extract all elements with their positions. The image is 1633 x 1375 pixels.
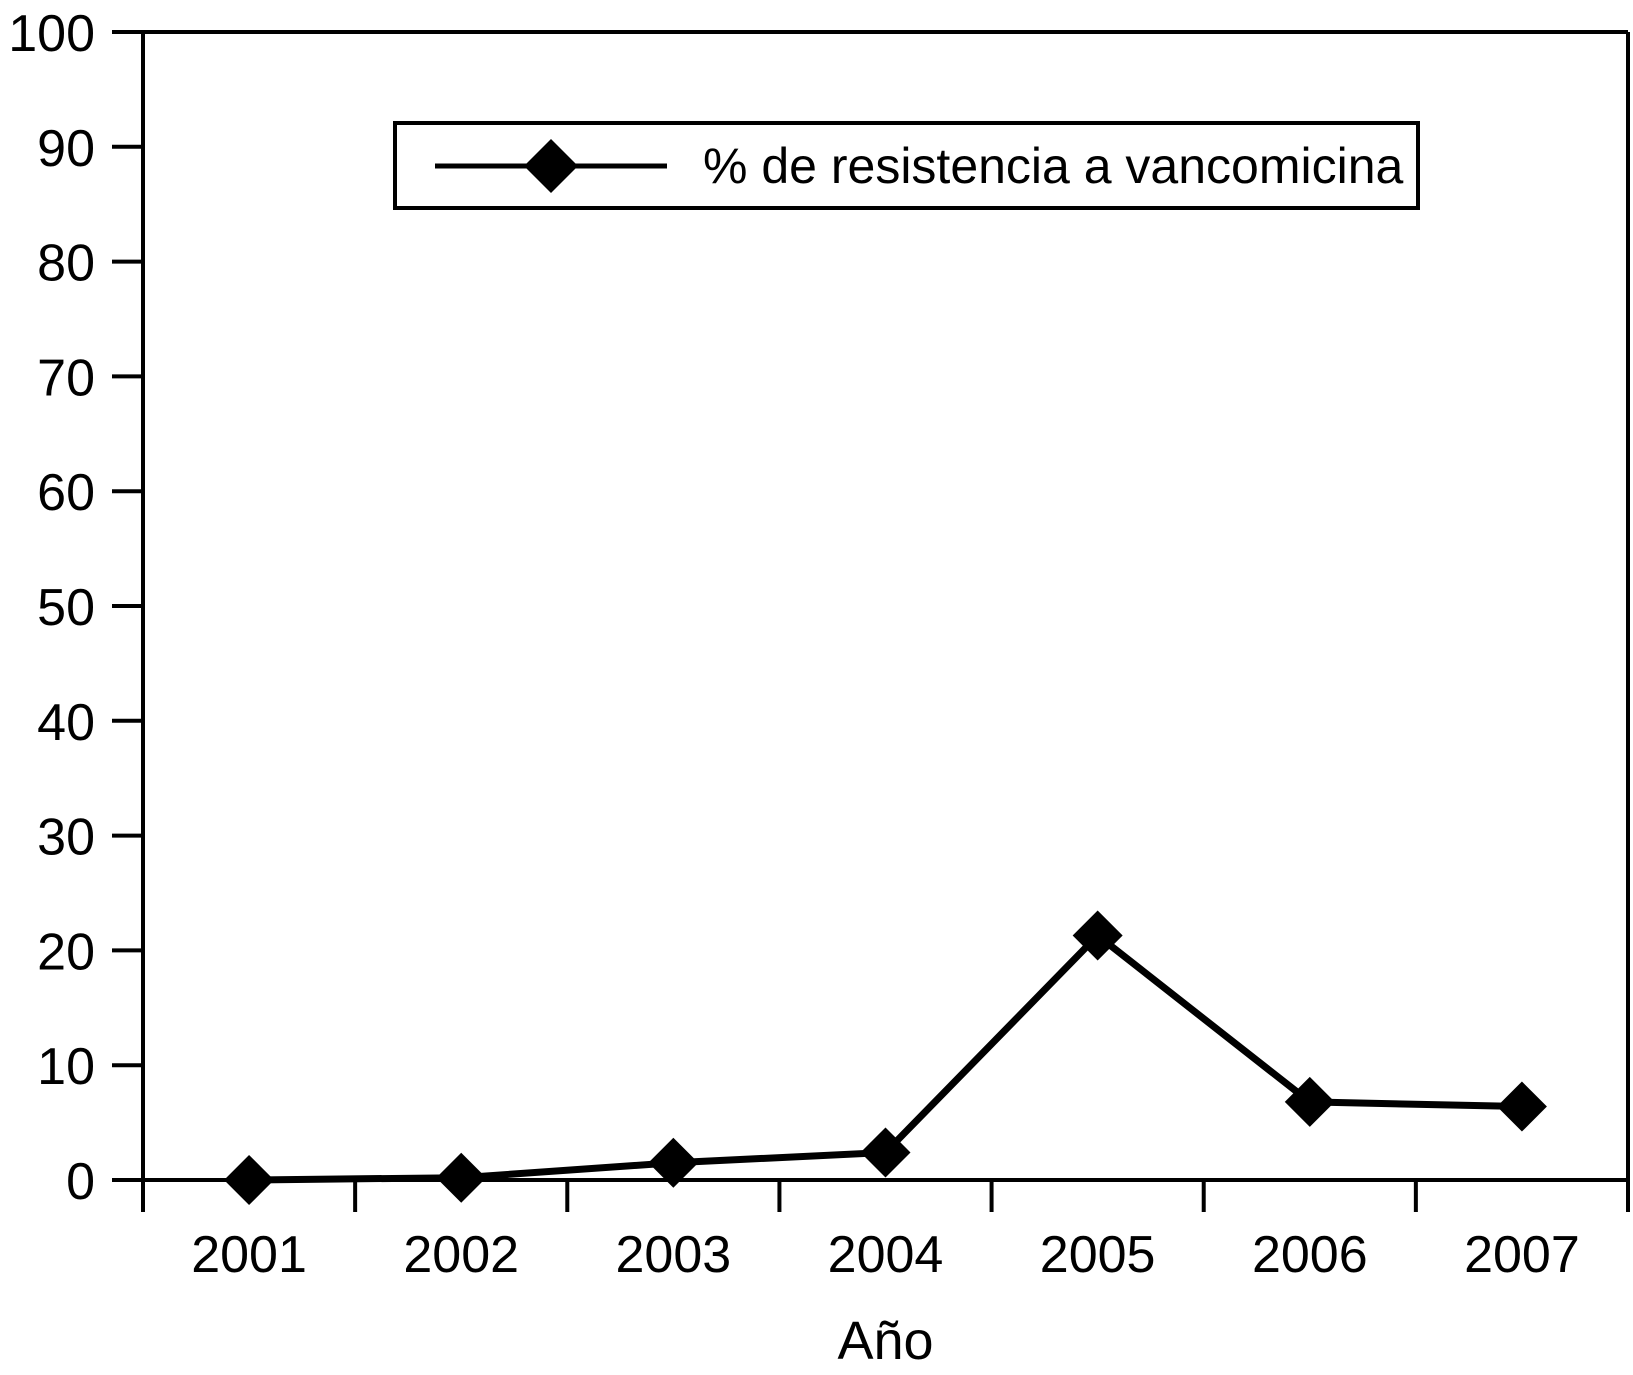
y-tick-label: 20: [37, 923, 95, 981]
data-point-2003: [648, 1137, 699, 1188]
x-axis-title: Año: [837, 1311, 934, 1371]
y-tick-label: 100: [8, 5, 95, 63]
x-tick-label: 2006: [1252, 1226, 1368, 1284]
y-tick-label: 60: [37, 464, 95, 522]
x-tick-label: 2001: [191, 1226, 307, 1284]
legend-marker: [435, 138, 667, 193]
x-tick-label: 2004: [828, 1226, 944, 1284]
data-point-2004: [860, 1127, 911, 1178]
legend-diamond-icon: [524, 138, 578, 193]
y-tick-label: 80: [37, 235, 95, 293]
data-point-2001: [224, 1155, 275, 1205]
x-tick-label: 2003: [616, 1226, 732, 1284]
y-tick-label: 70: [37, 349, 95, 407]
y-tick-label: 30: [37, 809, 95, 867]
y-tick-label: 90: [37, 120, 95, 178]
legend-box: % de resistencia a vancomicina: [393, 121, 1420, 210]
y-tick-label: 10: [37, 1038, 95, 1096]
y-tick-label: 40: [37, 694, 95, 752]
x-tick-label: 2002: [403, 1226, 519, 1284]
data-point-2002: [436, 1152, 487, 1203]
data-point-2007: [1496, 1081, 1547, 1132]
data-point-2005: [1072, 910, 1123, 961]
y-tick-label: 0: [66, 1153, 95, 1211]
y-tick-label: 50: [37, 579, 95, 637]
x-tick-label: 2007: [1464, 1226, 1580, 1284]
x-tick-label: 2005: [1040, 1226, 1156, 1284]
legend-label: % de resistencia a vancomicina: [703, 137, 1404, 194]
data-point-2006: [1284, 1076, 1335, 1127]
